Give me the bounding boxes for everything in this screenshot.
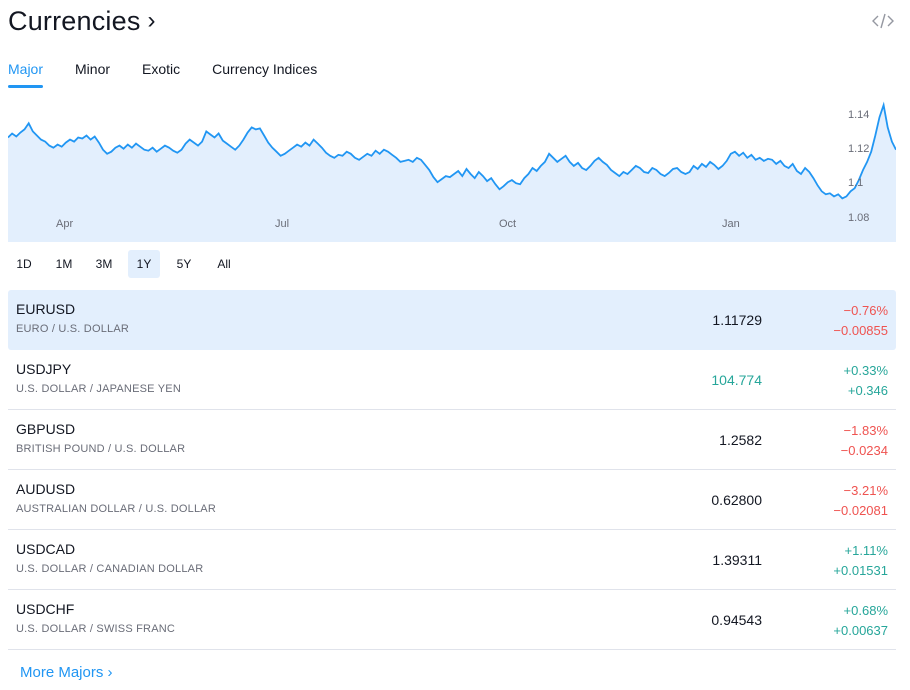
currency-row-audusd[interactable]: AUDUSD AUSTRALIAN DOLLAR / U.S. DOLLAR 0… (8, 470, 896, 530)
symbol: EURUSD (16, 301, 76, 317)
change-percent: −3.21% (843, 483, 888, 498)
symbol-description: U.S. DOLLAR / JAPANESE YEN (16, 383, 181, 395)
x-tick-label: Oct (499, 218, 517, 230)
tab-exotic[interactable]: Exotic (142, 61, 181, 77)
more-majors-link[interactable]: More Majors › (20, 664, 113, 681)
symbol: USDCAD (16, 541, 76, 557)
time-range-selector: 1D 1M 3M 1Y 5Y All (8, 250, 248, 278)
tab-currency-indices[interactable]: Currency Indices (212, 61, 318, 77)
y-tick-label: 1.14 (848, 109, 870, 121)
currency-list: EURUSD EURO / U.S. DOLLAR 1.11729 −0.76%… (8, 290, 896, 650)
symbol: USDCHF (16, 601, 75, 617)
change-absolute: +0.01531 (833, 563, 888, 578)
x-tick-label: Apr (56, 218, 74, 230)
currency-row-usdcad[interactable]: USDCAD U.S. DOLLAR / CANADIAN DOLLAR 1.3… (8, 530, 896, 590)
change-percent: −0.76% (843, 303, 888, 318)
page-title[interactable]: Currencies (8, 5, 141, 36)
last-price: 1.2582 (719, 432, 762, 448)
change-percent: +0.68% (843, 603, 888, 618)
range-5y-button[interactable]: 5Y (176, 257, 192, 271)
currency-row-usdjpy[interactable]: USDJPY U.S. DOLLAR / JAPANESE YEN 104.77… (8, 350, 896, 410)
last-price: 0.62800 (711, 492, 762, 508)
symbol-description: EURO / U.S. DOLLAR (16, 323, 130, 335)
symbol-description: U.S. DOLLAR / CANADIAN DOLLAR (16, 563, 204, 575)
x-tick-label: Jan (722, 218, 740, 230)
chart-series-line (8, 101, 896, 200)
symbol: AUDUSD (16, 481, 76, 497)
range-1y-button[interactable]: 1Y (128, 250, 160, 278)
symbol-description: BRITISH POUND / U.S. DOLLAR (16, 443, 186, 455)
change-absolute: +0.00637 (833, 623, 888, 638)
market-tabs: Major Minor Exotic Currency Indices (8, 58, 349, 88)
y-tick-label: 1.1 (848, 177, 864, 189)
symbol: GBPUSD (16, 421, 76, 437)
tab-major[interactable]: Major (8, 58, 44, 88)
currency-row-usdchf[interactable]: USDCHF U.S. DOLLAR / SWISS FRANC 0.94543… (8, 590, 896, 650)
price-chart-canvas (8, 101, 896, 242)
currency-row-eurusd[interactable]: EURUSD EURO / U.S. DOLLAR 1.11729 −0.76%… (8, 290, 896, 350)
change-percent: +1.11% (844, 543, 889, 558)
change-absolute: −0.00855 (833, 323, 888, 338)
code-embed-icon[interactable] (872, 12, 894, 30)
range-1m-button[interactable]: 1M (55, 257, 73, 271)
last-price: 1.11729 (712, 312, 762, 328)
chart-area-fill (8, 105, 896, 242)
last-price: 1.39311 (712, 552, 762, 568)
tab-minor[interactable]: Minor (75, 61, 111, 77)
chevron-right-icon: › (107, 664, 113, 681)
page-header: Currencies › (8, 4, 156, 38)
more-majors-label: More Majors (20, 664, 104, 681)
currency-row-gbpusd[interactable]: GBPUSD BRITISH POUND / U.S. DOLLAR 1.258… (8, 410, 896, 470)
symbol-description: U.S. DOLLAR / SWISS FRANC (16, 623, 176, 635)
chevron-right-icon[interactable]: › (147, 7, 156, 34)
change-absolute: −0.02081 (833, 503, 888, 518)
change-percent: −1.83% (843, 423, 888, 438)
price-chart[interactable]: Apr Jul Oct Jan 1.14 1.12 1.1 1.08 (8, 100, 896, 242)
last-price: 104.774 (711, 372, 762, 388)
change-percent: +0.33% (843, 363, 888, 378)
symbol: USDJPY (16, 361, 72, 377)
change-absolute: −0.0234 (840, 443, 888, 458)
symbol-description: AUSTRALIAN DOLLAR / U.S. DOLLAR (16, 503, 216, 515)
x-tick-label: Jul (275, 218, 290, 230)
range-all-button[interactable]: All (217, 257, 231, 271)
range-3m-button[interactable]: 3M (95, 257, 113, 271)
last-price: 0.94543 (711, 612, 762, 628)
y-tick-label: 1.12 (848, 143, 870, 155)
range-1d-button[interactable]: 1D (16, 257, 32, 271)
y-tick-label: 1.08 (848, 212, 870, 224)
change-absolute: +0.346 (847, 383, 888, 398)
